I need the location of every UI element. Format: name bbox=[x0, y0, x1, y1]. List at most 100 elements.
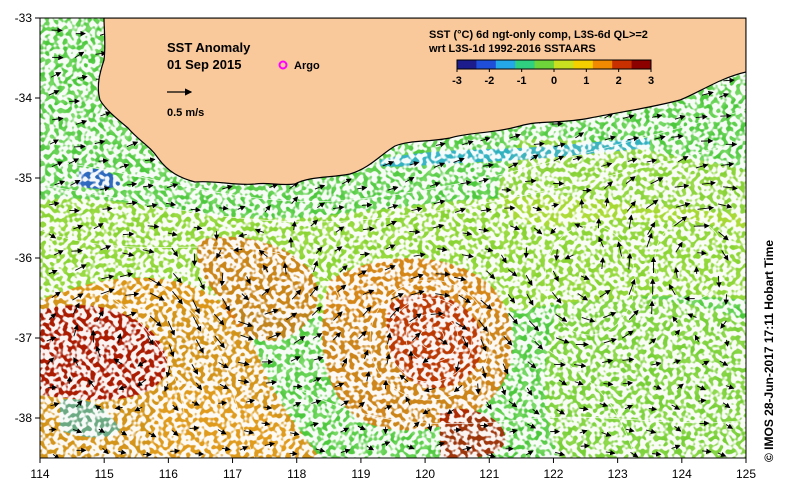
current-vector-icon bbox=[668, 283, 676, 296]
current-vector-icon bbox=[675, 202, 691, 208]
current-vector-icon bbox=[293, 335, 306, 344]
current-vector-icon bbox=[404, 177, 415, 183]
colorbar-tick-label: -2 bbox=[484, 75, 494, 87]
current-vector-icon bbox=[674, 425, 682, 432]
current-vector-icon bbox=[480, 299, 492, 310]
current-vector-icon bbox=[118, 385, 127, 391]
current-vector-icon bbox=[695, 163, 709, 169]
map-date: 01 Sep 2015 bbox=[167, 57, 241, 72]
current-vector-icon bbox=[142, 183, 154, 189]
current-vector-icon bbox=[147, 335, 154, 346]
current-vector-icon bbox=[126, 200, 138, 206]
current-vector-icon bbox=[339, 265, 348, 273]
colorbar-tick-label: 3 bbox=[648, 75, 654, 87]
current-vector-icon bbox=[387, 185, 399, 192]
current-vector-icon bbox=[192, 299, 200, 315]
lat-tick-label: -36 bbox=[15, 251, 33, 265]
current-vector-icon bbox=[74, 51, 85, 58]
current-vector-icon bbox=[532, 409, 540, 415]
current-vector-icon bbox=[148, 432, 157, 438]
current-vector-icon bbox=[309, 285, 319, 297]
current-vector-icon bbox=[603, 337, 617, 344]
current-vector-icon bbox=[510, 225, 521, 231]
sst-field bbox=[40, 18, 746, 458]
current-vector-icon bbox=[240, 334, 254, 341]
current-vector-icon bbox=[526, 387, 533, 396]
current-vector-icon bbox=[719, 92, 729, 99]
current-vector-icon bbox=[627, 157, 638, 163]
current-vector-icon bbox=[358, 401, 365, 408]
current-vector-icon bbox=[701, 360, 710, 366]
current-vector-icon bbox=[626, 252, 633, 270]
current-vector-icon bbox=[172, 290, 183, 305]
current-vector-icon bbox=[169, 344, 175, 358]
current-vector-icon bbox=[136, 379, 147, 387]
current-vector-icon bbox=[191, 364, 199, 375]
current-vector-icon bbox=[701, 90, 714, 97]
current-vector-icon bbox=[75, 400, 83, 408]
current-vector-icon bbox=[622, 356, 635, 363]
colorbar-swatch bbox=[592, 60, 613, 69]
current-vector-icon bbox=[430, 181, 441, 187]
current-vector-icon bbox=[433, 199, 446, 205]
current-vector-icon bbox=[480, 207, 492, 213]
current-vector-icon bbox=[509, 133, 521, 139]
current-vector-icon bbox=[697, 250, 707, 256]
current-vector-icon bbox=[575, 132, 585, 139]
current-vector-icon bbox=[422, 409, 431, 415]
current-vector-icon bbox=[500, 254, 507, 264]
current-vector-icon bbox=[413, 421, 420, 428]
current-vector-icon bbox=[555, 337, 570, 344]
colorbar-subtitle: wrt L3S-1d 1992-2016 SSTAARS bbox=[428, 43, 596, 55]
current-vector-icon bbox=[390, 293, 404, 300]
current-vector-icon bbox=[652, 451, 662, 457]
current-vector-icon bbox=[386, 332, 392, 345]
current-vector-icon bbox=[461, 253, 474, 259]
current-vector-icon bbox=[290, 356, 301, 362]
current-vector-icon bbox=[616, 241, 623, 257]
current-vector-icon bbox=[68, 158, 80, 165]
current-vector-icon bbox=[671, 133, 684, 140]
current-vector-icon bbox=[551, 202, 560, 209]
current-vector-icon bbox=[553, 155, 565, 162]
current-vector-icon bbox=[532, 206, 543, 212]
current-vector-icon bbox=[453, 157, 465, 163]
latitude-axis: -33 -34 -35 -36 -37 -38 bbox=[15, 11, 40, 425]
current-vector-icon bbox=[119, 272, 134, 278]
current-vector-icon bbox=[384, 265, 396, 271]
current-vector-icon bbox=[720, 320, 727, 329]
current-vector-icon bbox=[264, 204, 271, 213]
current-vector-icon bbox=[195, 339, 204, 354]
current-vector-icon bbox=[311, 399, 322, 405]
current-vector-icon bbox=[502, 363, 509, 375]
current-vector-icon bbox=[144, 157, 156, 163]
current-vector-icon bbox=[291, 221, 297, 231]
current-vector-icon bbox=[671, 404, 681, 410]
current-vector-icon bbox=[580, 275, 590, 280]
current-vector-icon bbox=[95, 345, 101, 358]
current-vector-icon bbox=[508, 162, 519, 169]
current-vector-icon bbox=[254, 228, 265, 234]
current-vector-icon bbox=[525, 178, 537, 184]
current-vector-icon bbox=[313, 260, 319, 273]
current-vector-icon bbox=[410, 289, 425, 296]
current-vector-icon bbox=[523, 247, 529, 259]
current-vector-icon bbox=[673, 359, 681, 365]
current-vector-icon bbox=[245, 398, 256, 404]
lon-tick-label: 122 bbox=[543, 467, 563, 481]
current-vector-icon bbox=[293, 402, 302, 407]
current-vector-icon bbox=[126, 141, 139, 148]
current-vector-icon bbox=[94, 139, 106, 145]
current-vector-icon bbox=[73, 324, 79, 337]
current-vector-icon bbox=[102, 447, 109, 455]
current-vector-icon bbox=[481, 366, 487, 379]
current-vector-icon bbox=[694, 334, 700, 342]
current-vector-icon bbox=[725, 423, 734, 429]
current-vector-icon bbox=[572, 155, 583, 161]
current-vector-icon bbox=[723, 185, 738, 191]
current-vector-icon bbox=[73, 143, 86, 150]
lon-tick-label: 116 bbox=[159, 467, 178, 481]
lon-tick-label: 123 bbox=[608, 467, 628, 481]
current-vector-icon bbox=[507, 294, 516, 304]
